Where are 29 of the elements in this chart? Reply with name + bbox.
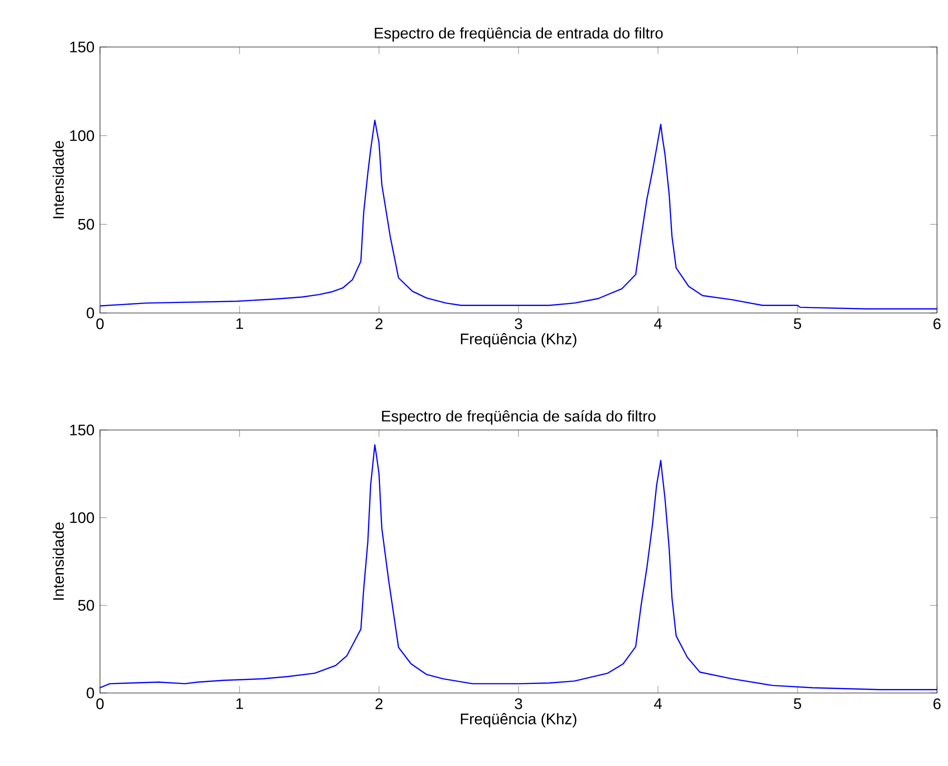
y-axis-title: Intensidade bbox=[52, 522, 64, 600]
x-tick-label: 4 bbox=[654, 698, 662, 709]
x-tick-label: 5 bbox=[794, 698, 802, 710]
line-series bbox=[100, 444, 938, 690]
x-tick-label: 2 bbox=[376, 698, 382, 710]
y-tick-label: 150 bbox=[70, 42, 94, 52]
x-tick-label: 6 bbox=[934, 318, 941, 330]
x-axis-title: Freqüência (Khz) bbox=[460, 713, 576, 728]
y-tick-label: 0 bbox=[86, 688, 94, 698]
y-tick-label: 150 bbox=[70, 424, 94, 436]
x-tick-label: 1 bbox=[236, 318, 244, 329]
y-tick-label: 0 bbox=[86, 308, 94, 318]
y-tick-label: 50 bbox=[78, 600, 94, 611]
chart-title: Espectro de freqüência de saída do filtro bbox=[382, 410, 656, 425]
x-tick-label: 3 bbox=[514, 698, 522, 710]
y-tick-label: 50 bbox=[78, 218, 94, 230]
x-tick-label: 2 bbox=[376, 318, 382, 330]
x-tick-label: 4 bbox=[654, 318, 662, 329]
x-tick-label: 6 bbox=[934, 698, 941, 710]
y-tick-label: 100 bbox=[70, 512, 94, 524]
x-axis-title: Freqüência (Khz) bbox=[460, 333, 576, 348]
x-tick-label: 0 bbox=[96, 698, 104, 710]
x-tick-label: 5 bbox=[794, 318, 802, 330]
y-axis-title: Intensidade bbox=[52, 141, 64, 218]
chart-title: Espectro de freqüência de entrada do filtro bbox=[374, 27, 663, 42]
x-tick-label: 1 bbox=[236, 698, 244, 709]
y-tick-label: 100 bbox=[70, 130, 94, 142]
x-tick-label: 0 bbox=[96, 318, 104, 330]
x-tick-label: 3 bbox=[514, 318, 522, 330]
